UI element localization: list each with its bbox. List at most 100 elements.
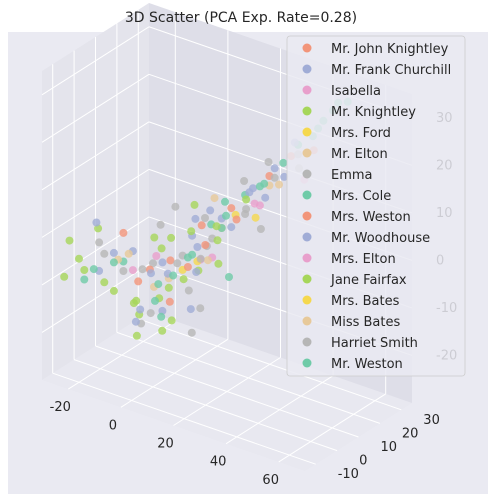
data-point xyxy=(232,215,241,224)
legend-label: Mrs. Ford xyxy=(331,126,391,141)
data-point xyxy=(89,265,98,274)
data-point xyxy=(222,211,230,220)
data-point xyxy=(156,220,165,229)
legend-label: Harriet Smith xyxy=(331,336,418,351)
data-point xyxy=(255,201,264,210)
legend-marker xyxy=(302,295,312,305)
data-point xyxy=(157,312,166,321)
data-point xyxy=(134,277,143,286)
data-point xyxy=(187,328,196,337)
data-point xyxy=(109,258,118,267)
legend-marker xyxy=(302,127,312,137)
legend-label: Isabella xyxy=(331,84,381,99)
legend-label: Jane Fairfax xyxy=(330,273,407,288)
data-point xyxy=(179,275,188,284)
legend-box xyxy=(286,35,466,377)
data-point xyxy=(242,195,251,204)
y-tick-label: 30 xyxy=(423,413,440,428)
data-point xyxy=(167,316,176,325)
y-gridline xyxy=(52,372,316,465)
data-point xyxy=(146,309,155,318)
data-point xyxy=(138,265,147,274)
y-tick-label: 10 xyxy=(381,440,398,455)
data-point xyxy=(251,213,260,222)
y-gridline xyxy=(73,359,338,452)
data-point xyxy=(225,273,233,281)
x-tick-label: 40 xyxy=(210,455,227,470)
data-point xyxy=(264,158,273,166)
data-point xyxy=(212,222,221,231)
data-point xyxy=(221,197,229,206)
data-point xyxy=(240,177,249,185)
data-point xyxy=(157,244,166,253)
data-point xyxy=(190,200,199,209)
data-point xyxy=(203,256,212,265)
data-point xyxy=(167,233,176,242)
z-gridline xyxy=(41,216,150,286)
legend-marker xyxy=(302,253,312,263)
data-point xyxy=(280,172,289,181)
data-point xyxy=(124,249,133,258)
data-point xyxy=(147,269,155,278)
data-point xyxy=(214,259,223,268)
data-point xyxy=(183,263,192,271)
data-point xyxy=(261,193,270,202)
legend-marker xyxy=(302,106,312,116)
data-point xyxy=(275,180,283,189)
data-point xyxy=(100,249,109,258)
data-point xyxy=(201,214,209,222)
x-tick-label: 20 xyxy=(157,437,174,452)
data-point xyxy=(109,248,118,257)
data-point xyxy=(80,275,89,284)
z-gridline xyxy=(41,168,150,238)
data-point xyxy=(171,202,180,211)
data-point xyxy=(136,305,145,314)
y-tick-label: 0 xyxy=(359,454,367,469)
data-point xyxy=(150,233,159,242)
legend-label: Mr. Elton xyxy=(331,147,388,162)
x-tick-label: 60 xyxy=(262,473,279,488)
data-point xyxy=(279,158,288,167)
z-gridline xyxy=(41,264,150,333)
data-point xyxy=(173,259,182,268)
data-point xyxy=(193,243,202,251)
data-point xyxy=(131,317,140,326)
y-gridline xyxy=(95,345,359,438)
data-point xyxy=(132,296,141,305)
data-point xyxy=(165,297,174,306)
legend-label: Mr. Weston xyxy=(331,357,403,372)
data-point xyxy=(201,241,210,249)
data-point xyxy=(191,214,200,223)
data-point xyxy=(196,304,205,313)
z-gridline xyxy=(41,73,150,143)
data-point xyxy=(186,305,195,314)
x-tick-label: 0 xyxy=(109,418,117,433)
data-point xyxy=(119,267,128,275)
legend-marker xyxy=(302,64,312,74)
y-tick-label: -10 xyxy=(338,467,359,482)
data-point xyxy=(166,256,175,265)
gridlines xyxy=(41,9,413,465)
data-point xyxy=(75,254,83,263)
data-point xyxy=(197,221,206,230)
data-point xyxy=(270,164,279,173)
legend-marker xyxy=(302,274,312,284)
y-gridline xyxy=(138,318,402,411)
data-point xyxy=(154,280,163,289)
legend-label: Mrs. Weston xyxy=(331,210,411,225)
x-tick-label: -20 xyxy=(50,400,71,415)
y-gridline xyxy=(116,331,381,424)
legend-label: Mrs. Cole xyxy=(331,189,391,204)
z-gridline xyxy=(41,26,150,96)
data-point xyxy=(169,271,178,280)
legend-label: Mr. John Knightley xyxy=(331,42,449,57)
data-point xyxy=(213,236,222,245)
data-point xyxy=(206,206,215,215)
data-point xyxy=(149,259,157,268)
legend: Mr. John Knightley Mr. Frank Churchill Isa… xyxy=(286,35,466,377)
legend-marker xyxy=(302,169,312,179)
data-point xyxy=(109,286,118,295)
legend-label: Mr. Knightley xyxy=(331,105,416,120)
legend-label: Emma xyxy=(331,168,373,183)
